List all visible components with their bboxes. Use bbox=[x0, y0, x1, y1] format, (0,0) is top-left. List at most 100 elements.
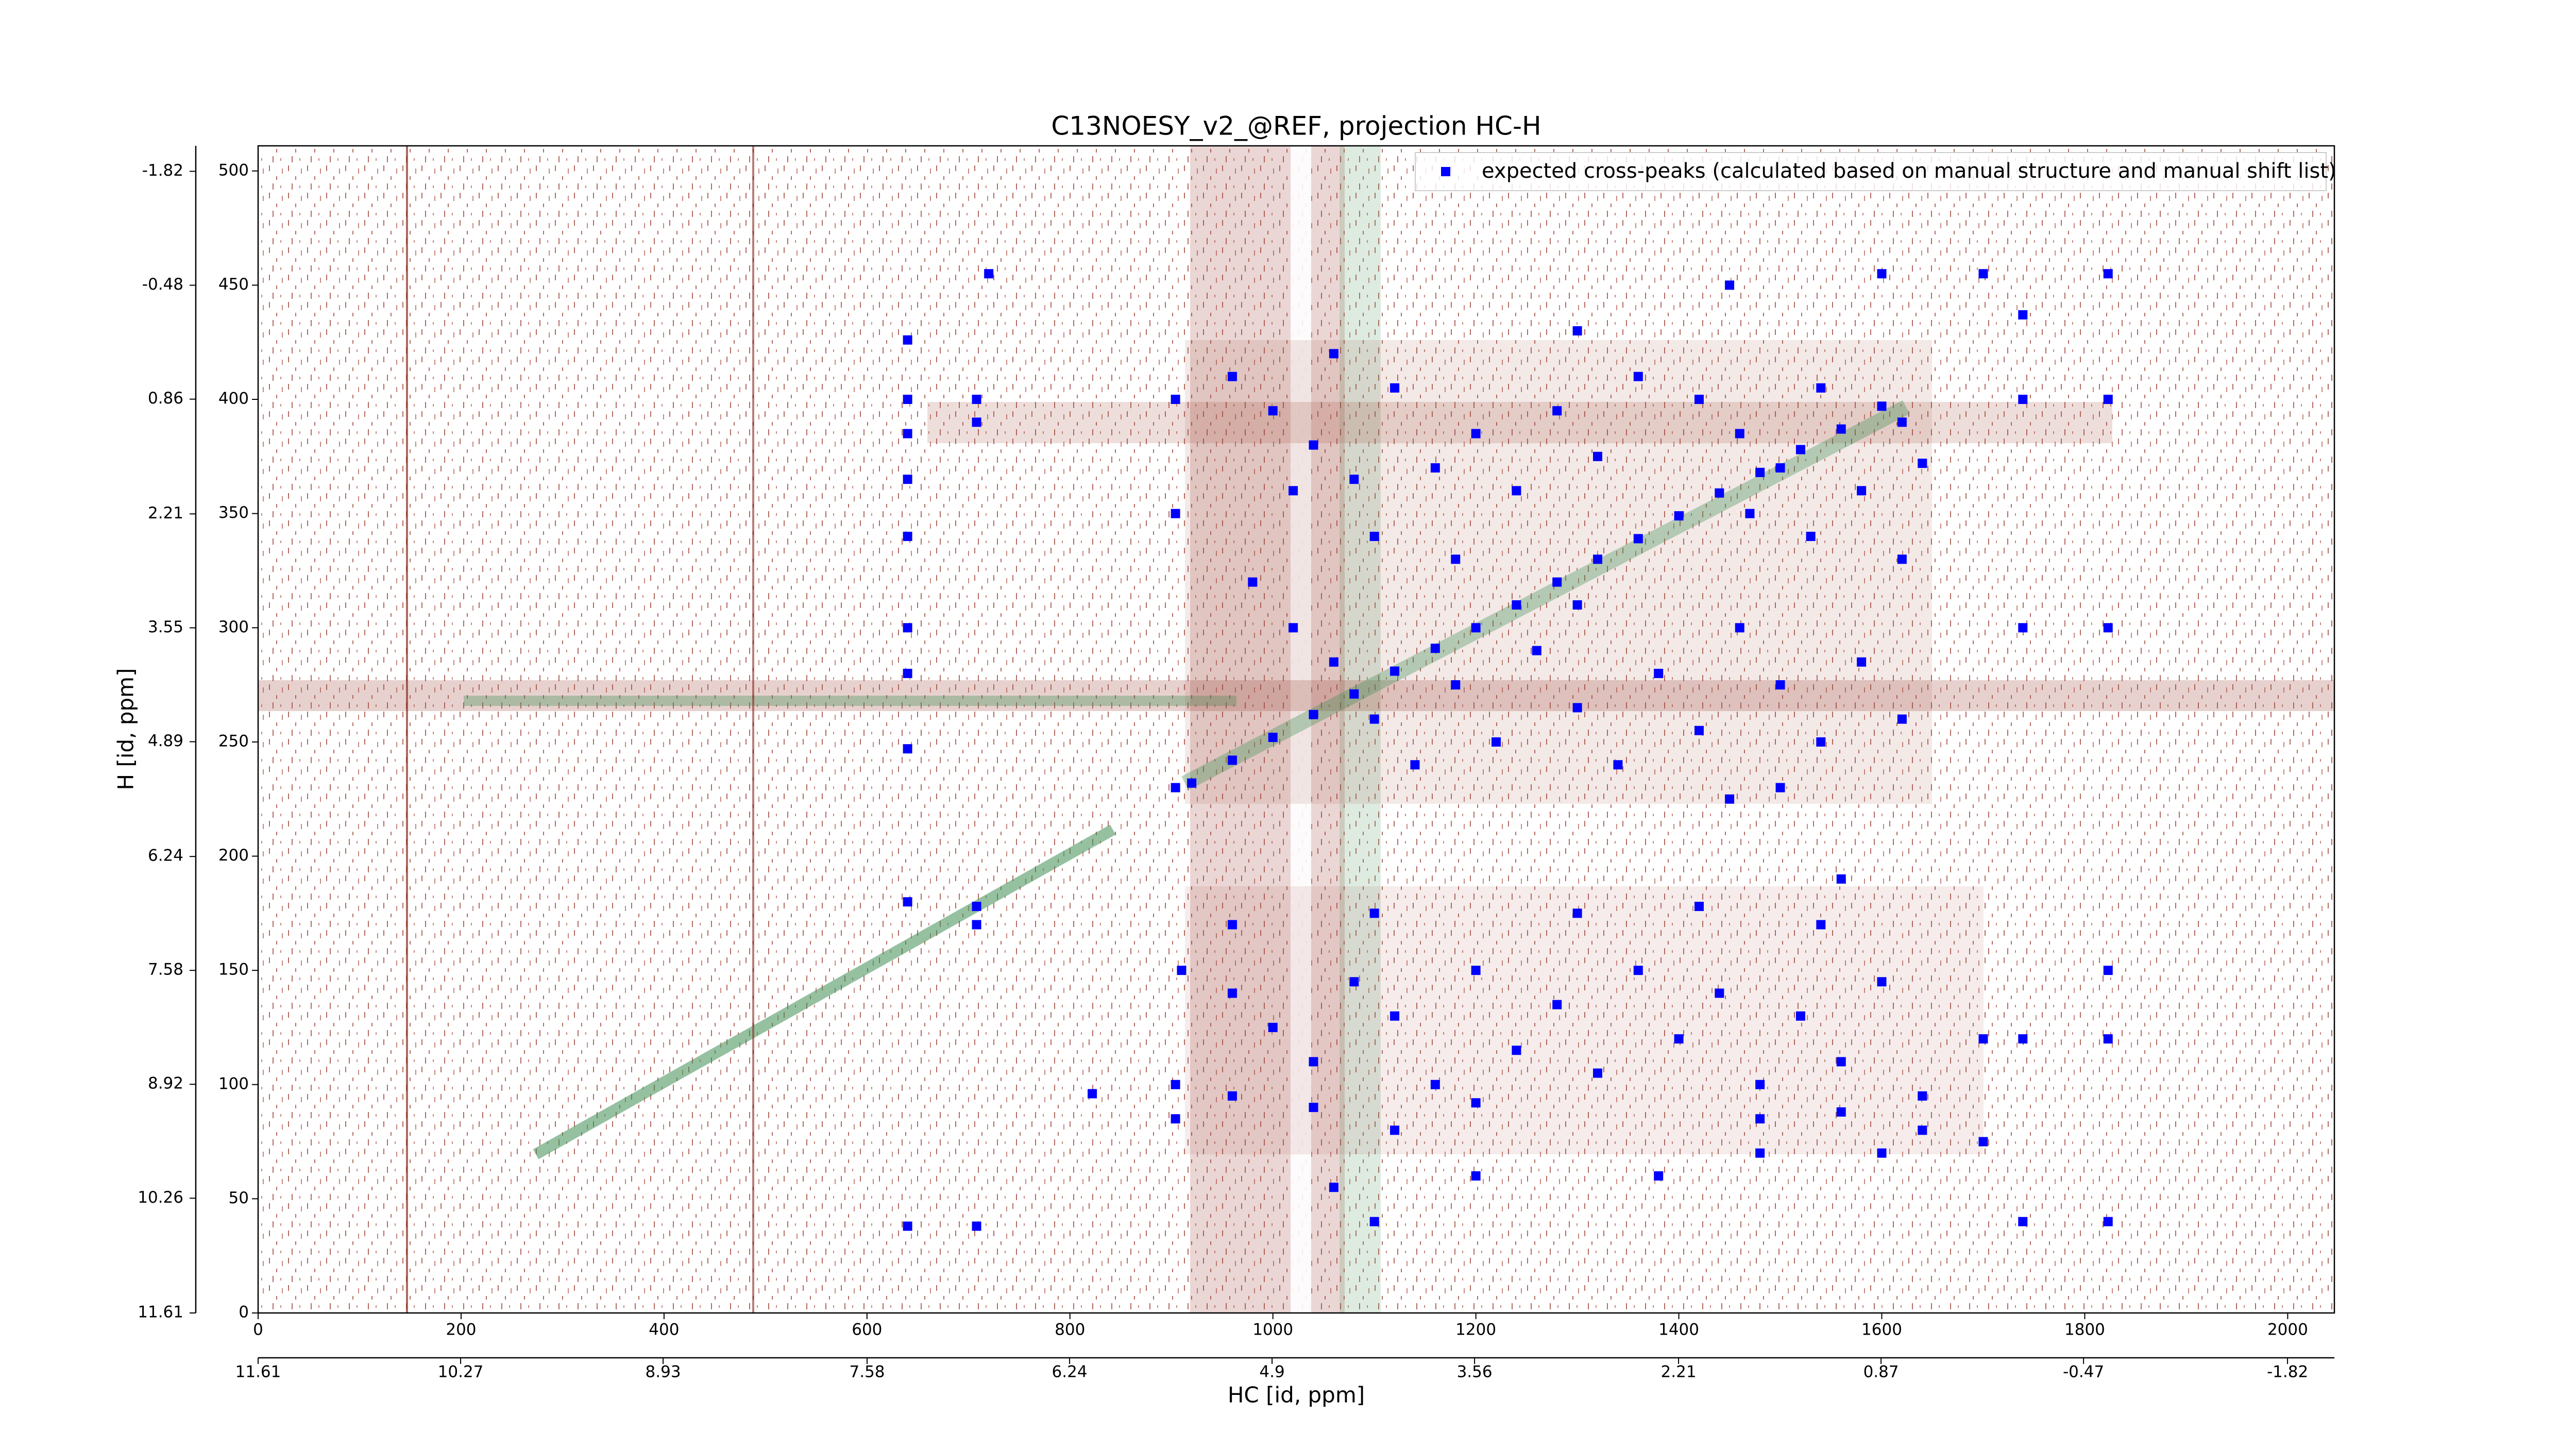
cross-peak bbox=[903, 531, 912, 541]
y-tick-label: 300 bbox=[218, 618, 249, 636]
cross-peak bbox=[1369, 908, 1379, 918]
cross-peak bbox=[972, 417, 981, 427]
cross-peak bbox=[1633, 966, 1643, 975]
cross-peak bbox=[903, 1221, 912, 1231]
y2-tick-label: 7.58 bbox=[148, 961, 183, 979]
cross-peak bbox=[1877, 269, 1887, 279]
cross-peak bbox=[1775, 783, 1785, 793]
y-tick-label: 350 bbox=[218, 503, 249, 522]
cross-peak bbox=[903, 744, 912, 754]
cross-peak bbox=[1268, 406, 1278, 416]
cross-peak bbox=[1410, 760, 1420, 770]
cross-peak bbox=[1725, 280, 1735, 290]
y-tick-label: 200 bbox=[218, 846, 249, 865]
cross-peak bbox=[1171, 509, 1180, 518]
cross-peak bbox=[1745, 509, 1755, 518]
x-tick-label: 1400 bbox=[1658, 1321, 1699, 1339]
cross-peak bbox=[2103, 395, 2113, 405]
x-tick-label: 2000 bbox=[2267, 1321, 2308, 1339]
y-tick-label: 0 bbox=[239, 1303, 249, 1322]
y-tick-label: 50 bbox=[229, 1189, 249, 1207]
x2-tick-label: 6.24 bbox=[1052, 1363, 1088, 1381]
x-tick-label: 200 bbox=[446, 1321, 476, 1339]
legend-marker bbox=[1441, 167, 1450, 176]
cross-peak bbox=[2018, 1217, 2028, 1226]
cross-peak bbox=[1512, 600, 1521, 610]
cross-peak bbox=[1552, 406, 1562, 416]
cross-peak bbox=[1471, 623, 1481, 633]
cross-peak bbox=[1897, 554, 1907, 564]
cross-peak bbox=[1735, 429, 1744, 439]
cross-peak bbox=[1349, 977, 1359, 987]
cross-peak bbox=[1836, 1057, 1846, 1067]
cross-peak bbox=[2018, 623, 2028, 633]
cross-peak bbox=[1471, 966, 1481, 975]
cross-peak bbox=[1289, 486, 1298, 496]
x2-tick-label: 0.87 bbox=[1863, 1363, 1899, 1381]
cross-peak bbox=[1088, 1089, 1097, 1099]
cross-peak bbox=[1735, 623, 1744, 633]
cross-peak bbox=[1694, 902, 1704, 912]
cross-peak bbox=[1309, 440, 1318, 450]
y2-tick-label: 3.55 bbox=[148, 618, 183, 636]
cross-peak bbox=[1755, 467, 1765, 477]
x-tick-label: 800 bbox=[1055, 1321, 1085, 1339]
cross-peak bbox=[1775, 680, 1785, 690]
cross-peak bbox=[903, 335, 912, 345]
y-axis-label: H [id, ppm] bbox=[113, 668, 139, 790]
cross-peak bbox=[1227, 988, 1237, 998]
cross-peak bbox=[2103, 966, 2113, 975]
cross-peak bbox=[1390, 666, 1400, 676]
cross-peak bbox=[2018, 395, 2028, 405]
cross-peak bbox=[972, 1221, 981, 1231]
cross-peak bbox=[1471, 1171, 1481, 1181]
cross-peak bbox=[1694, 395, 1704, 405]
cross-peak bbox=[1775, 463, 1785, 473]
cross-peak bbox=[1715, 988, 1724, 998]
cross-peak bbox=[1552, 577, 1562, 587]
cross-peak bbox=[1694, 726, 1704, 735]
cross-peak bbox=[1572, 908, 1582, 918]
cross-peak bbox=[903, 475, 912, 484]
cross-peak bbox=[1451, 680, 1461, 690]
cross-peak bbox=[1877, 977, 1887, 987]
x2-tick-label: 7.58 bbox=[850, 1363, 885, 1381]
x-tick-label: 1200 bbox=[1455, 1321, 1496, 1339]
cross-peak bbox=[1552, 1000, 1562, 1009]
cross-peak bbox=[1268, 733, 1278, 743]
y-tick-label: 400 bbox=[218, 390, 249, 408]
cross-peak bbox=[1171, 1080, 1180, 1089]
y2-tick-label: 2.21 bbox=[148, 504, 183, 523]
cross-peak bbox=[1918, 1125, 1927, 1135]
y2-tick-label: 10.26 bbox=[138, 1188, 183, 1207]
cross-peak bbox=[1309, 1103, 1318, 1113]
cross-peak bbox=[1633, 534, 1643, 544]
y-tick-label: 450 bbox=[218, 275, 249, 294]
cross-peak bbox=[1755, 1148, 1765, 1158]
cross-peak bbox=[1430, 1080, 1440, 1089]
cross-peak bbox=[1227, 1091, 1237, 1101]
cross-peak bbox=[1329, 657, 1338, 667]
x-tick-label: 0 bbox=[253, 1321, 263, 1339]
cross-peak bbox=[2103, 269, 2113, 279]
cross-peak bbox=[1512, 486, 1521, 496]
cross-peak bbox=[1978, 1137, 1988, 1147]
cross-peak bbox=[1430, 644, 1440, 653]
cross-peak bbox=[1451, 554, 1461, 564]
cross-peak bbox=[1572, 326, 1582, 336]
chart-title: C13NOESY_v2_@REF, projection HC-H bbox=[1051, 111, 1541, 141]
cross-peak bbox=[1309, 710, 1318, 719]
cross-peak bbox=[1674, 1034, 1684, 1044]
cross-peak bbox=[1268, 1022, 1278, 1032]
cross-peak bbox=[1171, 783, 1180, 793]
cross-peak bbox=[903, 668, 912, 678]
cross-peak bbox=[1171, 1114, 1180, 1124]
cross-peak bbox=[2018, 1034, 2028, 1044]
cross-peak bbox=[1836, 874, 1846, 884]
cross-peak bbox=[1654, 668, 1664, 678]
x2-tick-label: 4.9 bbox=[1259, 1363, 1284, 1381]
cross-peak bbox=[1836, 1107, 1846, 1117]
cross-peak bbox=[1471, 429, 1481, 439]
legend-box bbox=[1415, 152, 2327, 191]
x2-tick-label: -0.47 bbox=[2063, 1363, 2104, 1381]
